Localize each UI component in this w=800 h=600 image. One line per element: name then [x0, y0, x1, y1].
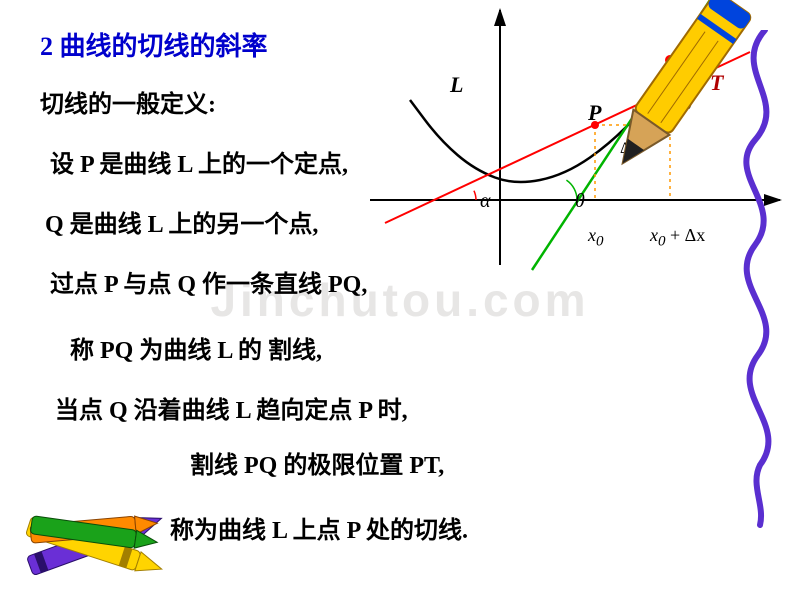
label-x0: x0: [588, 225, 604, 251]
clipart-squiggle: [710, 30, 800, 590]
line-limit-pt: 割线 PQ 的极限位置 PT,: [190, 445, 444, 480]
label-x0-x: x: [588, 225, 596, 245]
crayons-icon: [6, 474, 176, 594]
squiggle-icon: [710, 30, 800, 590]
line-pq-secant: 称 PQ 为曲线 L 的 割线,: [70, 330, 322, 365]
label-x0-plus-dx: x0 + Δx: [650, 225, 705, 251]
line-p-fixed-point: 设 P 是曲线 L 上的一个定点,: [50, 144, 348, 179]
line-q-approach-p: 当点 Q 沿着曲线 L 趋向定点 P 时,: [55, 390, 408, 425]
label-x0dx-sub: 0: [658, 234, 666, 250]
label-x0dx-post: + Δx: [666, 225, 706, 245]
label-x0dx-x: x: [650, 225, 658, 245]
angle-alpha-arc: [474, 191, 476, 200]
line-draw-pq: 过点 P 与点 Q 作一条直线 PQ,: [50, 264, 367, 299]
slide: Jinchutou.com 2 曲线的切线的斜率 切线的一般定义: 设 P 是曲…: [0, 0, 800, 600]
clipart-crayons: [6, 474, 176, 594]
label-l: L: [450, 72, 463, 98]
label-x0-sub: 0: [596, 234, 604, 250]
line-q-other-point: Q 是曲线 L 上的另一个点,: [45, 204, 318, 239]
label-alpha: α: [480, 190, 491, 213]
section-heading: 2 曲线的切线的斜率: [40, 26, 268, 63]
line-definition-intro: 切线的一般定义:: [40, 84, 216, 119]
line-tangent-at-p: 称为曲线 L 上点 P 处的切线.: [170, 510, 468, 545]
